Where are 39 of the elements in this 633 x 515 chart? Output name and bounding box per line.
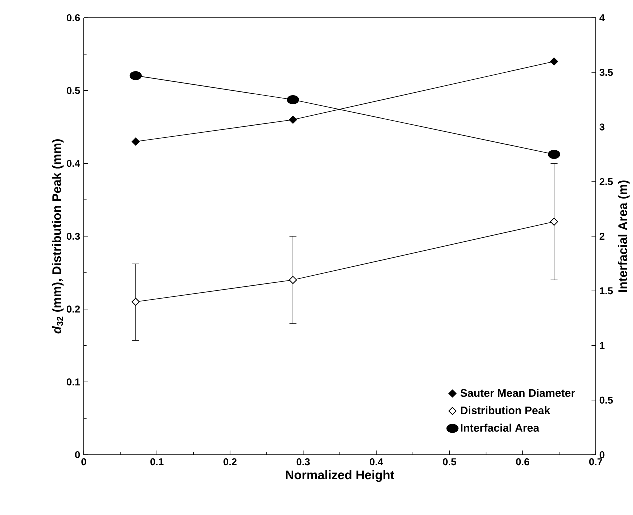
point: [550, 58, 558, 66]
y2-tick-label: 0: [600, 451, 605, 459]
y2-tick-label: 2.5: [600, 178, 614, 186]
y-axis-title: d$_{32}$ (mm), Distribution Peak (mm): [52, 140, 64, 334]
y2-tick-label: 2: [600, 233, 605, 240]
y2-tick-label: 0.5: [600, 396, 614, 404]
legend-label: Interfacial Area: [461, 424, 540, 432]
point: [287, 95, 300, 105]
y2-tick-label: 1: [600, 342, 605, 350]
legend-label: Distribution Peak: [461, 406, 550, 415]
point: [130, 71, 142, 80]
y-tick-label: 0: [75, 451, 80, 459]
y2-tick-label: 3.5: [600, 69, 614, 76]
point: [132, 138, 140, 146]
x-tick-label: 0.6: [516, 458, 530, 466]
x-tick-label: 0.1: [150, 458, 164, 466]
y-tick-label: 0.3: [67, 232, 80, 240]
x-tick-label: 0.2: [224, 458, 237, 466]
y2-tick-label: 3: [600, 124, 605, 131]
y2-axis-title: Interfacial Area (m): [618, 180, 630, 292]
point: [289, 116, 298, 124]
y2-tick-label: 4: [600, 14, 606, 22]
legend-label: Sauter Mean Diameter: [460, 389, 576, 398]
point: [550, 218, 558, 226]
x-tick-label: 0.4: [370, 458, 384, 466]
y-tick-label: 0.6: [67, 14, 80, 22]
y-tick-label: 0.2: [67, 306, 80, 313]
x-tick-label: 0.5: [443, 458, 456, 466]
x-axis-title: Normalized Height: [286, 470, 395, 482]
x-tick-label: 0.7: [589, 458, 602, 466]
y-tick-label: 0.1: [67, 378, 80, 386]
point: [132, 298, 140, 306]
point: [548, 150, 560, 160]
y-tick-label: 0.4: [67, 160, 80, 168]
x-tick-label: 0.3: [296, 458, 310, 466]
y-tick-label: 0.5: [67, 87, 80, 94]
y2-tick-label: 1.5: [600, 288, 614, 295]
x-tick-label: 0: [82, 458, 86, 466]
point: [289, 276, 298, 284]
